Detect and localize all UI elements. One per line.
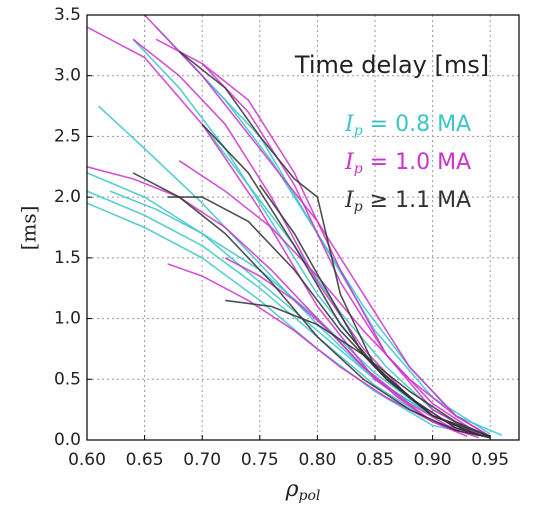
lines (86, 14, 503, 439)
y-tick-label: 0.0 (54, 430, 81, 450)
legend-subscript: p (354, 123, 363, 139)
data-line (224, 257, 468, 438)
data-line (167, 196, 480, 436)
y-tick-label: 0.5 (54, 369, 81, 389)
y-tick-label: 1.5 (54, 248, 81, 268)
legend-entry: Ip = 0.8 MA (344, 112, 471, 139)
data-line (201, 63, 480, 435)
x-tick-label: 0.75 (241, 450, 279, 470)
y-tick-label: 3.0 (54, 66, 81, 86)
x-tick-label: 0.95 (471, 450, 509, 470)
data-line (167, 263, 479, 439)
legend-symbol: I (344, 112, 355, 137)
y-tick-label: 1.0 (54, 309, 81, 329)
data-line (178, 160, 491, 438)
data-line (86, 26, 491, 439)
data-line (155, 38, 480, 436)
plot-frame (86, 14, 520, 441)
data-line (144, 14, 491, 438)
data-line (86, 202, 491, 439)
y-tick-label: 3.5 (54, 5, 81, 25)
legend-text: = 0.8 MA (363, 112, 471, 137)
x-tick-label: 0.65 (126, 450, 164, 470)
legend-symbol: I (344, 150, 355, 175)
legend-entry: Ip ≥ 1.1 MA (344, 188, 471, 215)
x-tick-label: 0.90 (414, 450, 452, 470)
legend-subscript: p (354, 199, 363, 215)
legend-symbol: I (344, 188, 355, 213)
x-tick-label: 0.85 (356, 450, 394, 470)
legend-text: = 1.0 MA (363, 150, 471, 175)
legend-subscript: p (354, 161, 363, 177)
y-tick-label: 2.0 (54, 187, 81, 207)
legend-text: ≥ 1.1 MA (363, 188, 471, 213)
grid (86, 14, 519, 441)
legend-entry: Ip = 1.0 MA (344, 150, 471, 177)
data-line (178, 50, 491, 438)
data-line (132, 172, 491, 439)
chart-title: Time delay [ms] (294, 51, 489, 79)
x-tick-label: 0.60 (68, 450, 106, 470)
y-tick-label: 2.5 (54, 126, 81, 146)
x-axis-symbol: ρ (285, 477, 299, 502)
x-tick-label: 0.80 (298, 450, 336, 470)
data-line (86, 166, 491, 439)
x-axis-subscript: pol (299, 488, 321, 504)
x-axis-label: ρpol (285, 477, 321, 504)
x-tick-label: 0.70 (183, 450, 221, 470)
y-axis-label: [ms] (17, 206, 41, 251)
